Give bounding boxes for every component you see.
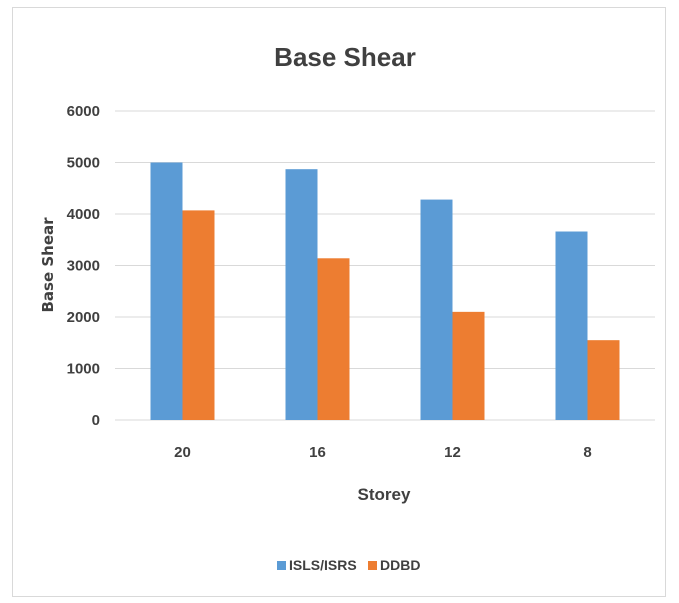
- x-tick-label: 8: [583, 444, 591, 461]
- y-tick-label: 5000: [67, 155, 100, 172]
- legend-swatch: [277, 561, 286, 570]
- bar-ddbd-16: [317, 258, 350, 420]
- legend-label: ISLS/ISRS: [289, 557, 357, 573]
- bar-ddbd-12: [452, 311, 485, 420]
- y-tick-label: 2000: [67, 309, 100, 326]
- bars: [150, 162, 620, 420]
- bar-isls-isrs-20: [150, 162, 183, 420]
- bar-ddbd-20: [182, 210, 215, 420]
- y-axis-ticks: 0 1000 2000 3000 4000 5000 6000: [67, 103, 100, 429]
- bar-ddbd-8: [587, 340, 620, 420]
- legend-label: DDBD: [380, 557, 420, 573]
- x-tick-label: 20: [174, 444, 191, 461]
- bar-isls-isrs-12: [420, 199, 453, 420]
- y-tick-label: 3000: [67, 258, 100, 275]
- y-tick-label: 6000: [67, 103, 100, 120]
- y-axis-label: Base Shear: [39, 217, 57, 313]
- x-axis-label: Storey: [358, 485, 411, 504]
- x-tick-label: 12: [444, 444, 461, 461]
- legend-swatch: [368, 561, 377, 570]
- x-tick-label: 16: [309, 444, 326, 461]
- y-tick-label: 0: [92, 412, 100, 429]
- chart-title: Base Shear: [274, 42, 416, 72]
- y-tick-label: 1000: [67, 361, 100, 378]
- y-tick-label: 4000: [67, 206, 100, 223]
- x-axis-ticks: 20 16 12 8: [174, 444, 592, 461]
- bar-isls-isrs-16: [285, 169, 318, 420]
- bar-isls-isrs-8: [555, 231, 588, 420]
- legend: ISLS/ISRS DDBD: [277, 557, 420, 573]
